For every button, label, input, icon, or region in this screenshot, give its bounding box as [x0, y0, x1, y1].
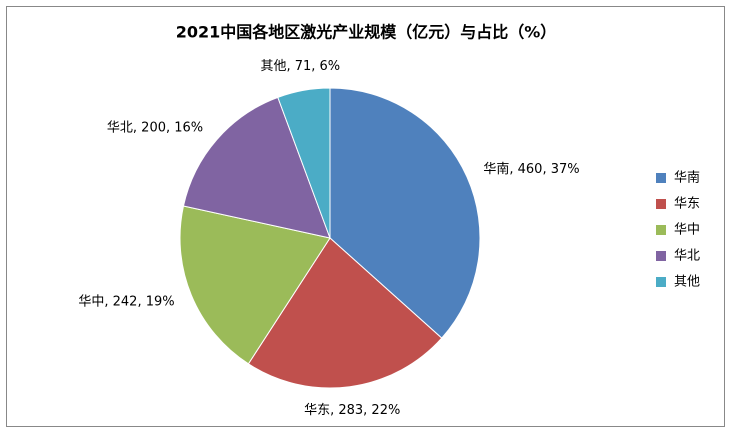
legend-swatch: [656, 277, 666, 287]
legend-swatch: [656, 199, 666, 209]
pie-slice: [277, 87, 331, 239]
legend-label: 华北: [674, 249, 700, 264]
legend-label: 其他: [674, 275, 700, 290]
legend-swatch: [656, 173, 666, 183]
pie-slice: [329, 87, 481, 339]
legend-label: 华中: [674, 223, 700, 238]
pie-slice: [179, 205, 331, 365]
data-label: 其他, 71, 6%: [260, 59, 340, 74]
chart-title: 2021中国各地区激光产业规模（亿元）与占比（%）: [176, 23, 557, 42]
data-label: 华中, 242, 19%: [78, 294, 174, 309]
data-label: 华北, 200, 16%: [107, 120, 203, 135]
legend-swatch: [656, 225, 666, 235]
pie-slice: [182, 96, 331, 239]
legend-label: 华东: [674, 197, 700, 212]
legend-swatch: [656, 251, 666, 261]
pie-slice: [247, 237, 443, 389]
data-label: 华南, 460, 37%: [483, 161, 579, 177]
legend-label: 华南: [674, 170, 700, 186]
data-label: 华东, 283, 22%: [304, 403, 400, 418]
